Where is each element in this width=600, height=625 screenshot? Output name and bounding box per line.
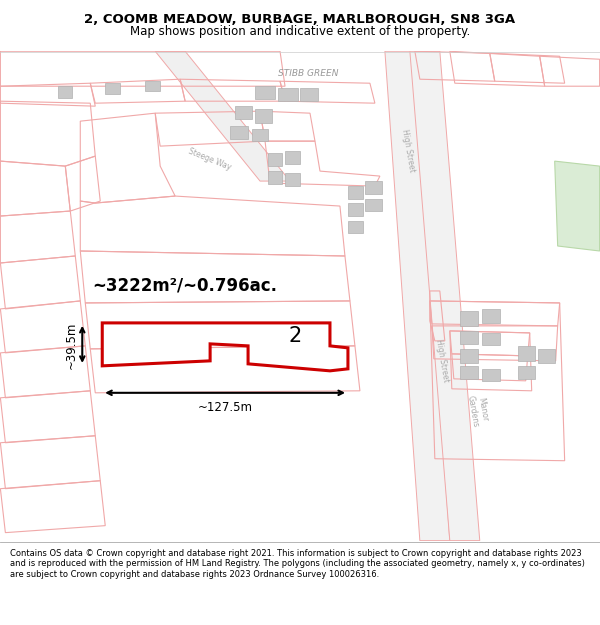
- Text: STIBB GREEN: STIBB GREEN: [278, 69, 338, 78]
- Polygon shape: [410, 51, 480, 541]
- Polygon shape: [252, 129, 268, 141]
- Polygon shape: [155, 51, 290, 181]
- Polygon shape: [460, 311, 478, 326]
- Polygon shape: [385, 51, 450, 541]
- Polygon shape: [365, 181, 382, 194]
- Polygon shape: [58, 86, 72, 98]
- Text: High Street: High Street: [400, 129, 416, 173]
- Polygon shape: [460, 366, 478, 379]
- Polygon shape: [348, 203, 363, 216]
- Polygon shape: [235, 106, 252, 119]
- Polygon shape: [518, 366, 535, 379]
- Polygon shape: [482, 309, 500, 323]
- Polygon shape: [255, 86, 275, 99]
- Text: Contains OS data © Crown copyright and database right 2021. This information is : Contains OS data © Crown copyright and d…: [10, 549, 584, 579]
- Text: Steege Way: Steege Way: [187, 146, 233, 172]
- Polygon shape: [482, 333, 500, 345]
- Polygon shape: [255, 109, 272, 123]
- Polygon shape: [482, 369, 500, 381]
- Polygon shape: [554, 161, 599, 251]
- Text: 2, COOMB MEADOW, BURBAGE, MARLBOROUGH, SN8 3GA: 2, COOMB MEADOW, BURBAGE, MARLBOROUGH, S…: [85, 12, 515, 26]
- Polygon shape: [268, 171, 282, 184]
- Text: 2: 2: [289, 326, 302, 346]
- Polygon shape: [348, 186, 363, 199]
- Text: Map shows position and indicative extent of the property.: Map shows position and indicative extent…: [130, 26, 470, 39]
- Polygon shape: [285, 173, 300, 186]
- Text: ~39.5m: ~39.5m: [64, 321, 77, 369]
- Polygon shape: [518, 346, 535, 361]
- Polygon shape: [348, 221, 363, 233]
- Polygon shape: [278, 88, 298, 101]
- Polygon shape: [300, 88, 318, 101]
- Polygon shape: [460, 331, 478, 344]
- Text: ~3222m²/~0.796ac.: ~3222m²/~0.796ac.: [92, 277, 278, 295]
- Text: ~127.5m: ~127.5m: [197, 401, 253, 414]
- Text: Manor
Gardens: Manor Gardens: [466, 393, 490, 428]
- Polygon shape: [102, 323, 348, 371]
- Polygon shape: [145, 81, 160, 91]
- Polygon shape: [285, 151, 300, 164]
- Text: High Street: High Street: [434, 339, 450, 383]
- Polygon shape: [538, 349, 554, 363]
- Polygon shape: [105, 83, 120, 94]
- Polygon shape: [365, 199, 382, 211]
- Polygon shape: [460, 349, 478, 363]
- Polygon shape: [230, 126, 248, 139]
- Polygon shape: [268, 153, 282, 166]
